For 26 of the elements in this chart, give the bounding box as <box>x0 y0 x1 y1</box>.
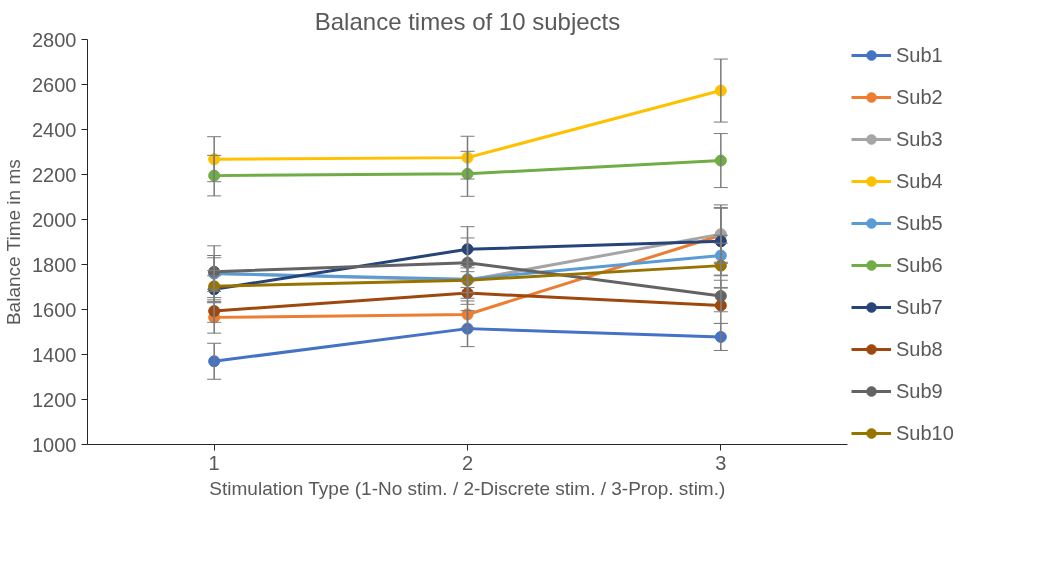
y-tick-label: 1400 <box>32 343 77 366</box>
y-tick-label: 2600 <box>32 73 77 96</box>
y-tick-label: 1200 <box>32 388 77 411</box>
y-tick-label: 1600 <box>32 298 77 321</box>
legend-label: Sub7 <box>896 295 943 319</box>
legend-label: Sub4 <box>896 169 943 193</box>
y-tick-label: 2800 <box>32 28 77 51</box>
y-tick-label: 1000 <box>32 433 77 456</box>
legend-label: Sub2 <box>896 85 943 109</box>
legend-label: Sub8 <box>896 337 943 361</box>
x-tick-label: 2 <box>461 451 474 474</box>
x-axis-title: Stimulation Type (1-No stim. / 2-Discrete stim. / 3-Prop. stim.) <box>209 477 726 499</box>
y-tick-label: 1800 <box>32 253 77 276</box>
legend-label: Sub6 <box>896 253 943 277</box>
y-tick-label: 2200 <box>32 163 77 186</box>
chart-title: Balance times of 10 subjects <box>314 7 621 35</box>
x-tick-label: 3 <box>715 451 727 474</box>
y-tick-label: 2400 <box>32 118 77 141</box>
legend-label: Sub5 <box>896 211 943 235</box>
x-tick-label: 1 <box>208 451 220 474</box>
legend-label: Sub10 <box>896 421 954 445</box>
y-axis-title: Balance Time in ms <box>3 159 25 326</box>
legend-label: Sub3 <box>896 127 943 151</box>
legend-label: Sub1 <box>896 43 943 67</box>
y-tick-label: 2000 <box>32 208 77 231</box>
legend-label: Sub9 <box>896 379 943 403</box>
